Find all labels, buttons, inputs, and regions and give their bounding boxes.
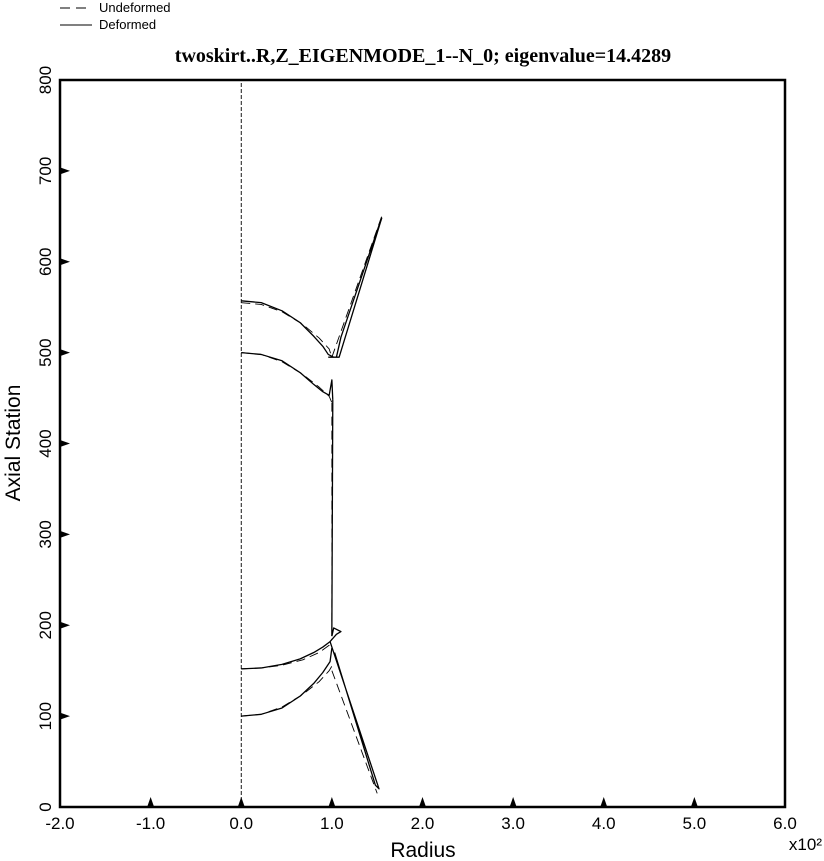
x-tick-mark (147, 797, 155, 807)
x-tick-label: 5.0 (683, 814, 707, 833)
legend: Undeformed Deformed (60, 0, 171, 32)
y-axis-title: Axial Station (2, 385, 25, 502)
legend-undeformed-label: Undeformed (99, 0, 171, 15)
y-tick-mark (60, 440, 70, 447)
y-tick-label: 0 (36, 802, 55, 811)
chart-title: twoskirt..R,Z_EIGENMODE_1--N_0; eigenval… (175, 45, 671, 67)
x-axis-multiplier: x10² (789, 835, 822, 854)
y-tick-label: 500 (36, 338, 55, 366)
x-tick-mark (328, 797, 336, 807)
y-tick-label: 700 (36, 157, 55, 185)
x-tick-mark (419, 797, 426, 807)
x-tick-label: 6.0 (773, 814, 797, 833)
x-tick-label: -2.0 (45, 814, 74, 833)
x-tick-label: 1.0 (320, 814, 344, 833)
undeformed-line (241, 302, 333, 358)
x-tick-label: -1.0 (136, 814, 165, 833)
y-tick-label: 200 (36, 611, 55, 639)
y-tick-label: 100 (36, 702, 55, 730)
deformed-line (241, 300, 334, 358)
y-tick-mark (60, 167, 70, 175)
undeformed-line (241, 665, 333, 717)
x-tick-label: 2.0 (411, 814, 435, 833)
y-tick-label: 300 (36, 520, 55, 548)
legend-deformed-label: Deformed (99, 17, 156, 32)
y-tick-mark (60, 712, 70, 720)
x-tick-label: 4.0 (592, 814, 616, 833)
x-tick-label: 0.0 (229, 814, 253, 833)
y-axis-ticks: 0 100 200 300 400 500 600 700 800 (36, 66, 70, 812)
y-tick-label: 400 (36, 429, 55, 457)
y-tick-mark (60, 621, 70, 629)
x-tick-mark (509, 797, 517, 807)
series-undeformed (240, 80, 383, 807)
x-tick-label: 3.0 (501, 814, 525, 833)
x-tick-mark (237, 797, 245, 807)
deformed-line (241, 647, 333, 717)
y-tick-label: 600 (36, 248, 55, 276)
deformed-line (328, 217, 383, 358)
series-layer (240, 80, 383, 807)
deformed-line (241, 351, 334, 400)
deformed-line (329, 641, 380, 790)
y-tick-mark (60, 349, 70, 357)
deformed-line (241, 627, 342, 670)
series-deformed (241, 217, 383, 790)
undeformed-line (241, 352, 333, 403)
undeformed-line (331, 216, 383, 358)
y-tick-mark (60, 258, 70, 266)
x-tick-mark (690, 797, 698, 807)
undeformed-line (331, 670, 378, 794)
deformed-line (331, 399, 334, 637)
undeformed-line (241, 638, 333, 670)
plot-frame (58, 78, 787, 809)
x-axis-ticks: -2.0 -1.0 0.0 1.0 2.0 3.0 4.0 5.0 6.0 (45, 797, 797, 833)
y-tick-mark (60, 530, 70, 538)
x-tick-mark (600, 797, 608, 807)
x-axis-title: Radius (390, 839, 455, 861)
y-tick-label: 800 (36, 66, 55, 94)
